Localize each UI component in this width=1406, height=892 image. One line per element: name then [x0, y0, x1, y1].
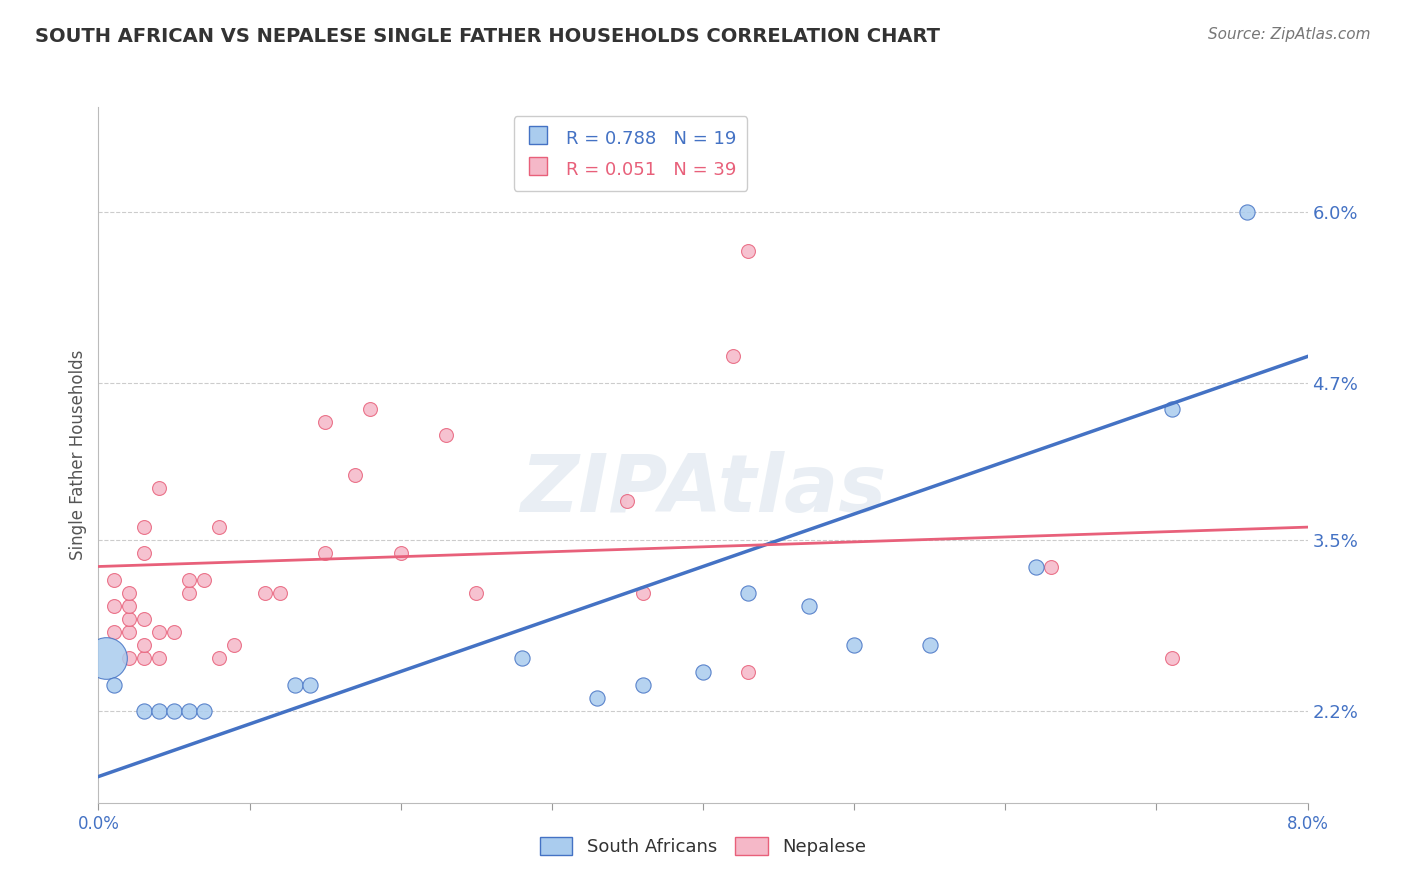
Point	[208, 651, 231, 665]
Point	[918, 638, 941, 652]
Point	[616, 494, 638, 508]
Point	[224, 638, 246, 652]
Point	[797, 599, 820, 613]
Point	[118, 651, 141, 665]
Point	[284, 678, 307, 692]
Point	[132, 704, 155, 718]
Point	[631, 678, 654, 692]
Point	[118, 599, 141, 613]
Point	[118, 612, 141, 626]
Point	[193, 704, 215, 718]
Point	[389, 546, 412, 560]
Point	[844, 638, 866, 652]
Point	[132, 612, 155, 626]
Point	[737, 244, 759, 259]
Point	[132, 520, 155, 534]
Point	[132, 638, 155, 652]
Point	[94, 651, 117, 665]
Point	[314, 415, 336, 429]
Point	[465, 586, 488, 600]
Text: SOUTH AFRICAN VS NEPALESE SINGLE FATHER HOUSEHOLDS CORRELATION CHART: SOUTH AFRICAN VS NEPALESE SINGLE FATHER …	[35, 27, 941, 45]
Point	[103, 573, 125, 587]
Point	[360, 401, 382, 416]
Point	[299, 678, 322, 692]
Point	[148, 481, 170, 495]
Point	[253, 586, 276, 600]
Point	[163, 625, 186, 640]
Point	[103, 599, 125, 613]
Point	[723, 350, 745, 364]
Legend: South Africans, Nepalese: South Africans, Nepalese	[533, 830, 873, 863]
Point	[118, 586, 141, 600]
Point	[1160, 651, 1182, 665]
Point	[179, 573, 201, 587]
Point	[103, 625, 125, 640]
Point	[148, 625, 170, 640]
Point	[1160, 401, 1182, 416]
Point	[163, 704, 186, 718]
Point	[118, 625, 141, 640]
Point	[344, 467, 367, 482]
Text: ZIPAtlas: ZIPAtlas	[520, 450, 886, 529]
Point	[103, 678, 125, 692]
Point	[269, 586, 291, 600]
Point	[208, 520, 231, 534]
Point	[314, 546, 336, 560]
Point	[1039, 559, 1062, 574]
Point	[148, 651, 170, 665]
Point	[586, 690, 609, 705]
Point	[1236, 205, 1258, 219]
Point	[737, 586, 759, 600]
Y-axis label: Single Father Households: Single Father Households	[69, 350, 87, 560]
Point	[1025, 559, 1047, 574]
Point	[179, 704, 201, 718]
Point	[692, 665, 714, 679]
Point	[132, 651, 155, 665]
Point	[631, 586, 654, 600]
Point	[148, 704, 170, 718]
Point	[510, 651, 533, 665]
Point	[193, 573, 215, 587]
Point	[132, 546, 155, 560]
Point	[434, 428, 457, 442]
Text: Source: ZipAtlas.com: Source: ZipAtlas.com	[1208, 27, 1371, 42]
Point	[179, 586, 201, 600]
Point	[737, 665, 759, 679]
